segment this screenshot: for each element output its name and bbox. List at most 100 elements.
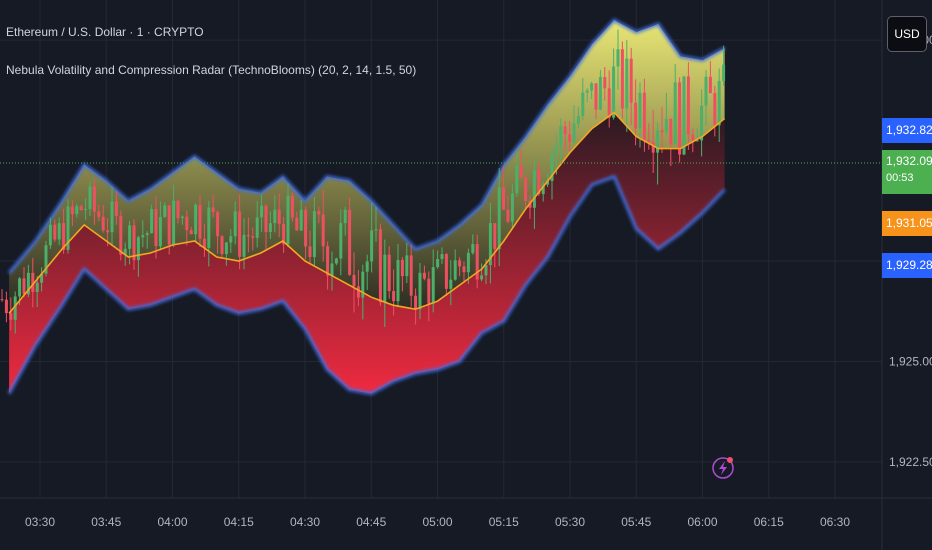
x-tick-label: 05:45 xyxy=(621,515,651,529)
candle-body xyxy=(48,224,52,246)
candle-body xyxy=(466,252,470,273)
symbol-title[interactable]: Ethereum / U.S. Dollar · 1 · CRYPTO xyxy=(6,25,204,39)
candle-body xyxy=(326,246,330,276)
candle-body xyxy=(334,258,338,264)
candle-body xyxy=(9,313,13,320)
x-tick-label: 05:30 xyxy=(555,515,585,529)
candle-body xyxy=(488,223,492,266)
candle-body xyxy=(145,233,149,236)
candle-body xyxy=(246,234,250,237)
candle-body xyxy=(594,83,598,110)
x-tick-label: 04:45 xyxy=(356,515,386,529)
candle-body xyxy=(255,217,259,238)
candle-body xyxy=(678,82,682,155)
candle-body xyxy=(242,234,246,257)
candle-body xyxy=(462,266,466,273)
x-tick-label: 05:00 xyxy=(422,515,452,529)
candle-body xyxy=(57,223,61,240)
candle-body xyxy=(480,275,484,280)
candle-body xyxy=(189,230,193,235)
candle-body xyxy=(647,139,651,143)
candle-body xyxy=(502,187,506,210)
candle-body xyxy=(251,236,255,238)
x-tick-label: 04:15 xyxy=(224,515,254,529)
candle-body xyxy=(510,193,514,222)
candle-body xyxy=(409,255,413,296)
candle-body xyxy=(576,115,580,124)
candle-body xyxy=(444,254,448,289)
upper-band-price-tag: 1,932.82 xyxy=(882,118,932,143)
candle-body xyxy=(440,254,444,260)
candle-body xyxy=(132,225,136,261)
candle-body xyxy=(321,214,325,247)
lightning-icon[interactable] xyxy=(712,457,734,479)
candle-body xyxy=(22,278,26,295)
x-tick-label: 04:00 xyxy=(157,515,187,529)
x-tick-label: 06:15 xyxy=(754,515,784,529)
candle-body xyxy=(607,88,611,118)
candle-body xyxy=(40,273,44,283)
candle-body xyxy=(620,49,624,109)
candle-body xyxy=(414,295,418,310)
mid-line-price-tag: 1,931.05 xyxy=(882,211,932,236)
candle-body xyxy=(150,209,154,234)
candle-body xyxy=(317,211,321,215)
candle-body xyxy=(378,229,382,303)
indicator-legend[interactable]: Nebula Volatility and Compression Radar … xyxy=(6,63,417,77)
candle-body xyxy=(392,291,396,302)
upper-band-fill xyxy=(9,20,725,314)
candle-body xyxy=(708,76,712,94)
candle-body xyxy=(634,102,638,129)
candle-body xyxy=(202,238,206,248)
candle-body xyxy=(264,205,268,232)
candle-body xyxy=(541,184,545,195)
candle-body xyxy=(229,236,233,243)
candle-body xyxy=(79,206,83,210)
candle-body xyxy=(506,209,510,222)
candle-body xyxy=(233,211,237,237)
candle-body xyxy=(167,205,171,245)
candle-body xyxy=(97,211,101,217)
candle-body xyxy=(286,195,290,245)
candle-body xyxy=(44,245,48,274)
mid-line-layer xyxy=(8,111,726,314)
x-tick-label: 04:30 xyxy=(290,515,320,529)
candle-body xyxy=(185,216,189,231)
candle-body xyxy=(207,207,211,248)
candle-body xyxy=(123,248,127,255)
candle-body xyxy=(673,82,677,144)
candle-body xyxy=(273,209,277,224)
bar-countdown: 00:53 xyxy=(886,172,914,184)
candle-body xyxy=(695,140,699,142)
candle-body xyxy=(418,272,422,310)
candle-body xyxy=(154,209,158,247)
candle-body xyxy=(370,230,374,262)
candle-body xyxy=(554,145,558,155)
candle-body xyxy=(66,206,70,250)
y-tick-label: 1,925.00 xyxy=(889,354,932,368)
candle-body xyxy=(585,90,589,93)
candle-body xyxy=(436,259,440,268)
candle-body xyxy=(62,223,66,250)
candle-body xyxy=(101,216,105,231)
currency-button[interactable]: USD xyxy=(887,16,927,52)
last-price-tag: 1,932.09 00:53 xyxy=(882,150,932,194)
candle-body xyxy=(722,64,726,82)
candle-body xyxy=(664,118,668,133)
candle-body xyxy=(484,265,488,276)
candle-body xyxy=(713,93,717,126)
candle-body xyxy=(572,123,576,142)
candle-body xyxy=(13,296,17,320)
candle-body xyxy=(532,169,536,208)
candle-body xyxy=(136,237,140,261)
candle-body xyxy=(180,216,184,218)
candle-body xyxy=(70,206,74,215)
candle-body xyxy=(290,195,294,218)
candle-body xyxy=(422,272,426,279)
candle-body xyxy=(128,225,132,249)
candle-body xyxy=(330,263,334,276)
x-tick-label: 06:00 xyxy=(687,515,717,529)
y-tick-label: 1,922.50 xyxy=(889,455,932,469)
lower-band-price-tag: 1,929.28 xyxy=(882,253,932,278)
